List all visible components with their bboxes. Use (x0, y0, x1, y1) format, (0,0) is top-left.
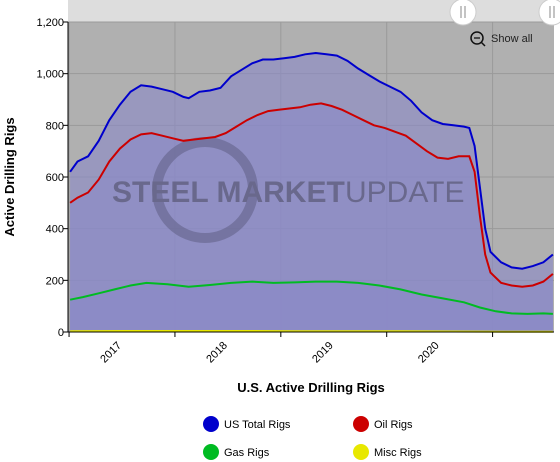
legend-item[interactable]: US Total Rigs (203, 416, 291, 432)
watermark-word-2: UPDATE (345, 176, 464, 209)
legend-item[interactable]: Gas Rigs (203, 444, 270, 460)
watermark-word-1: STEEL MARKET (112, 176, 345, 209)
zoom-out-icon-handle (480, 41, 486, 47)
legend-marker (203, 416, 219, 432)
legend-label: Oil Rigs (374, 419, 413, 431)
legend-label: US Total Rigs (224, 419, 291, 431)
y-axis-ticks: 0 200 400 600 800 1,000 1,200 (36, 17, 68, 339)
y-axis-title: Active Drilling Rigs (2, 117, 17, 236)
navigator-track[interactable] (68, 0, 554, 22)
legend-item[interactable]: Misc Rigs (353, 444, 422, 460)
legend-item[interactable]: Oil Rigs (353, 416, 413, 432)
watermark-logo: STEEL MARKET UPDATE (112, 137, 464, 243)
series-line (69, 280, 553, 315)
zoom-out-icon (470, 31, 484, 45)
series-area-fill (70, 281, 553, 332)
y-tick-label: 800 (46, 120, 64, 132)
y-tick-label: 1,200 (36, 17, 64, 29)
x-axis-ticks: 2017 2018 2019 2020 (68, 332, 494, 366)
y-tick-label: 200 (46, 275, 64, 287)
y-tick-label: 400 (46, 224, 64, 236)
navigator-left-handle[interactable] (449, 0, 477, 26)
y-tick-label: 1,000 (36, 69, 64, 81)
series-line (69, 102, 554, 288)
x-tick-label: 2019 (310, 340, 336, 366)
area-fills (70, 53, 553, 333)
x-axis-title: U.S. Active Drilling Rigs (237, 380, 385, 395)
legend-label: Misc Rigs (374, 447, 422, 459)
y-tick-label: 600 (46, 172, 64, 184)
x-tick-label: 2020 (416, 340, 442, 366)
y-tick-label: 0 (58, 327, 64, 339)
legend: US Total Rigs Oil Rigs Gas Rigs Misc Rigs (203, 416, 422, 460)
legend-marker (353, 444, 369, 460)
series-line (69, 51, 554, 270)
show-all-button[interactable]: Show all (470, 31, 533, 47)
navigator-right-handle[interactable] (538, 0, 560, 26)
legend-marker (203, 444, 219, 460)
x-tick-label: 2017 (98, 340, 124, 366)
x-tick-label: 2018 (204, 340, 230, 366)
series-area-fill (70, 103, 553, 333)
show-all-label: Show all (491, 33, 533, 45)
legend-marker (353, 416, 369, 432)
legend-label: Gas Rigs (224, 447, 270, 459)
